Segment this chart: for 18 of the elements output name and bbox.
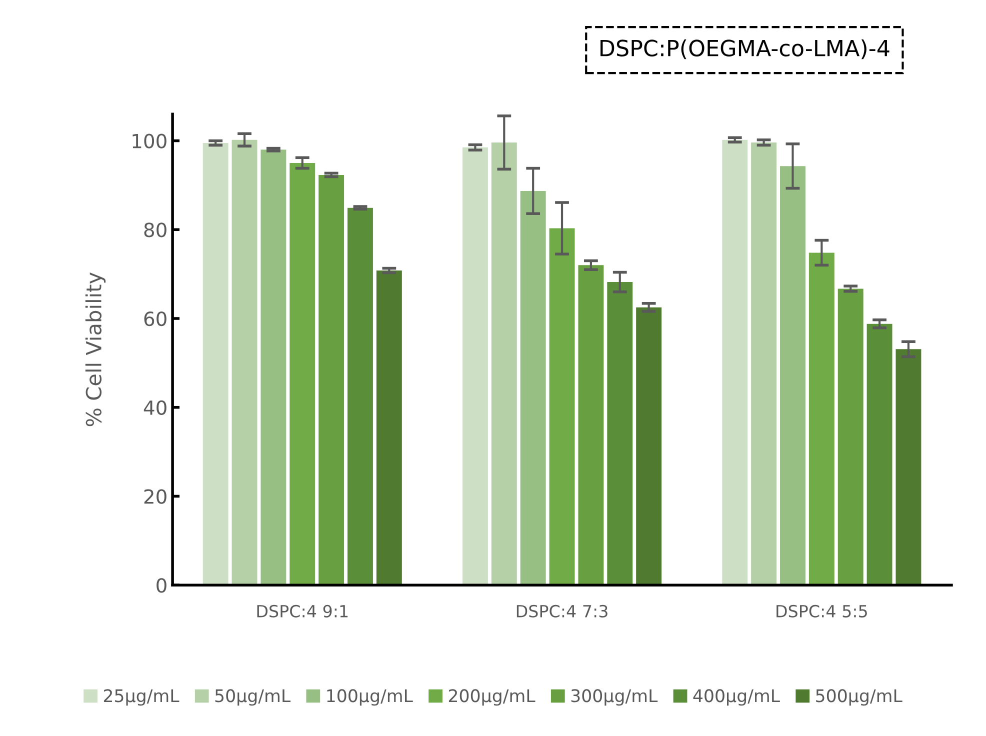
y-tick-label: 40 <box>144 400 166 416</box>
legend-label: 50µg/mL <box>215 689 291 706</box>
x-tick-label: DSPC:4 5:5 <box>776 604 867 618</box>
y-tick-label: 60 <box>144 311 166 326</box>
y-tick-label: 20 <box>144 489 166 504</box>
legend-label: 25µg/mL <box>104 689 180 706</box>
x-tick-label: DSPC:4 7:3 <box>516 604 608 618</box>
legend-label: 500µg/mL <box>816 689 902 706</box>
legend-label: 200µg/mL <box>448 689 536 706</box>
chart-title: DSPC:P(OEGMA-co-LMA)-4 <box>600 39 890 60</box>
y-tick-label: 0 <box>156 578 166 593</box>
x-tick-label: DSPC:4 9:1 <box>257 604 348 618</box>
legend-label: 400µg/mL <box>693 689 780 706</box>
legend-label: 100µg/mL <box>327 689 413 706</box>
legend-label: 300µg/mL <box>571 689 658 706</box>
y-tick-label: 80 <box>144 222 166 238</box>
y-tick-label: 100 <box>132 134 166 148</box>
y-axis-title: % Cell Viability <box>85 272 106 426</box>
